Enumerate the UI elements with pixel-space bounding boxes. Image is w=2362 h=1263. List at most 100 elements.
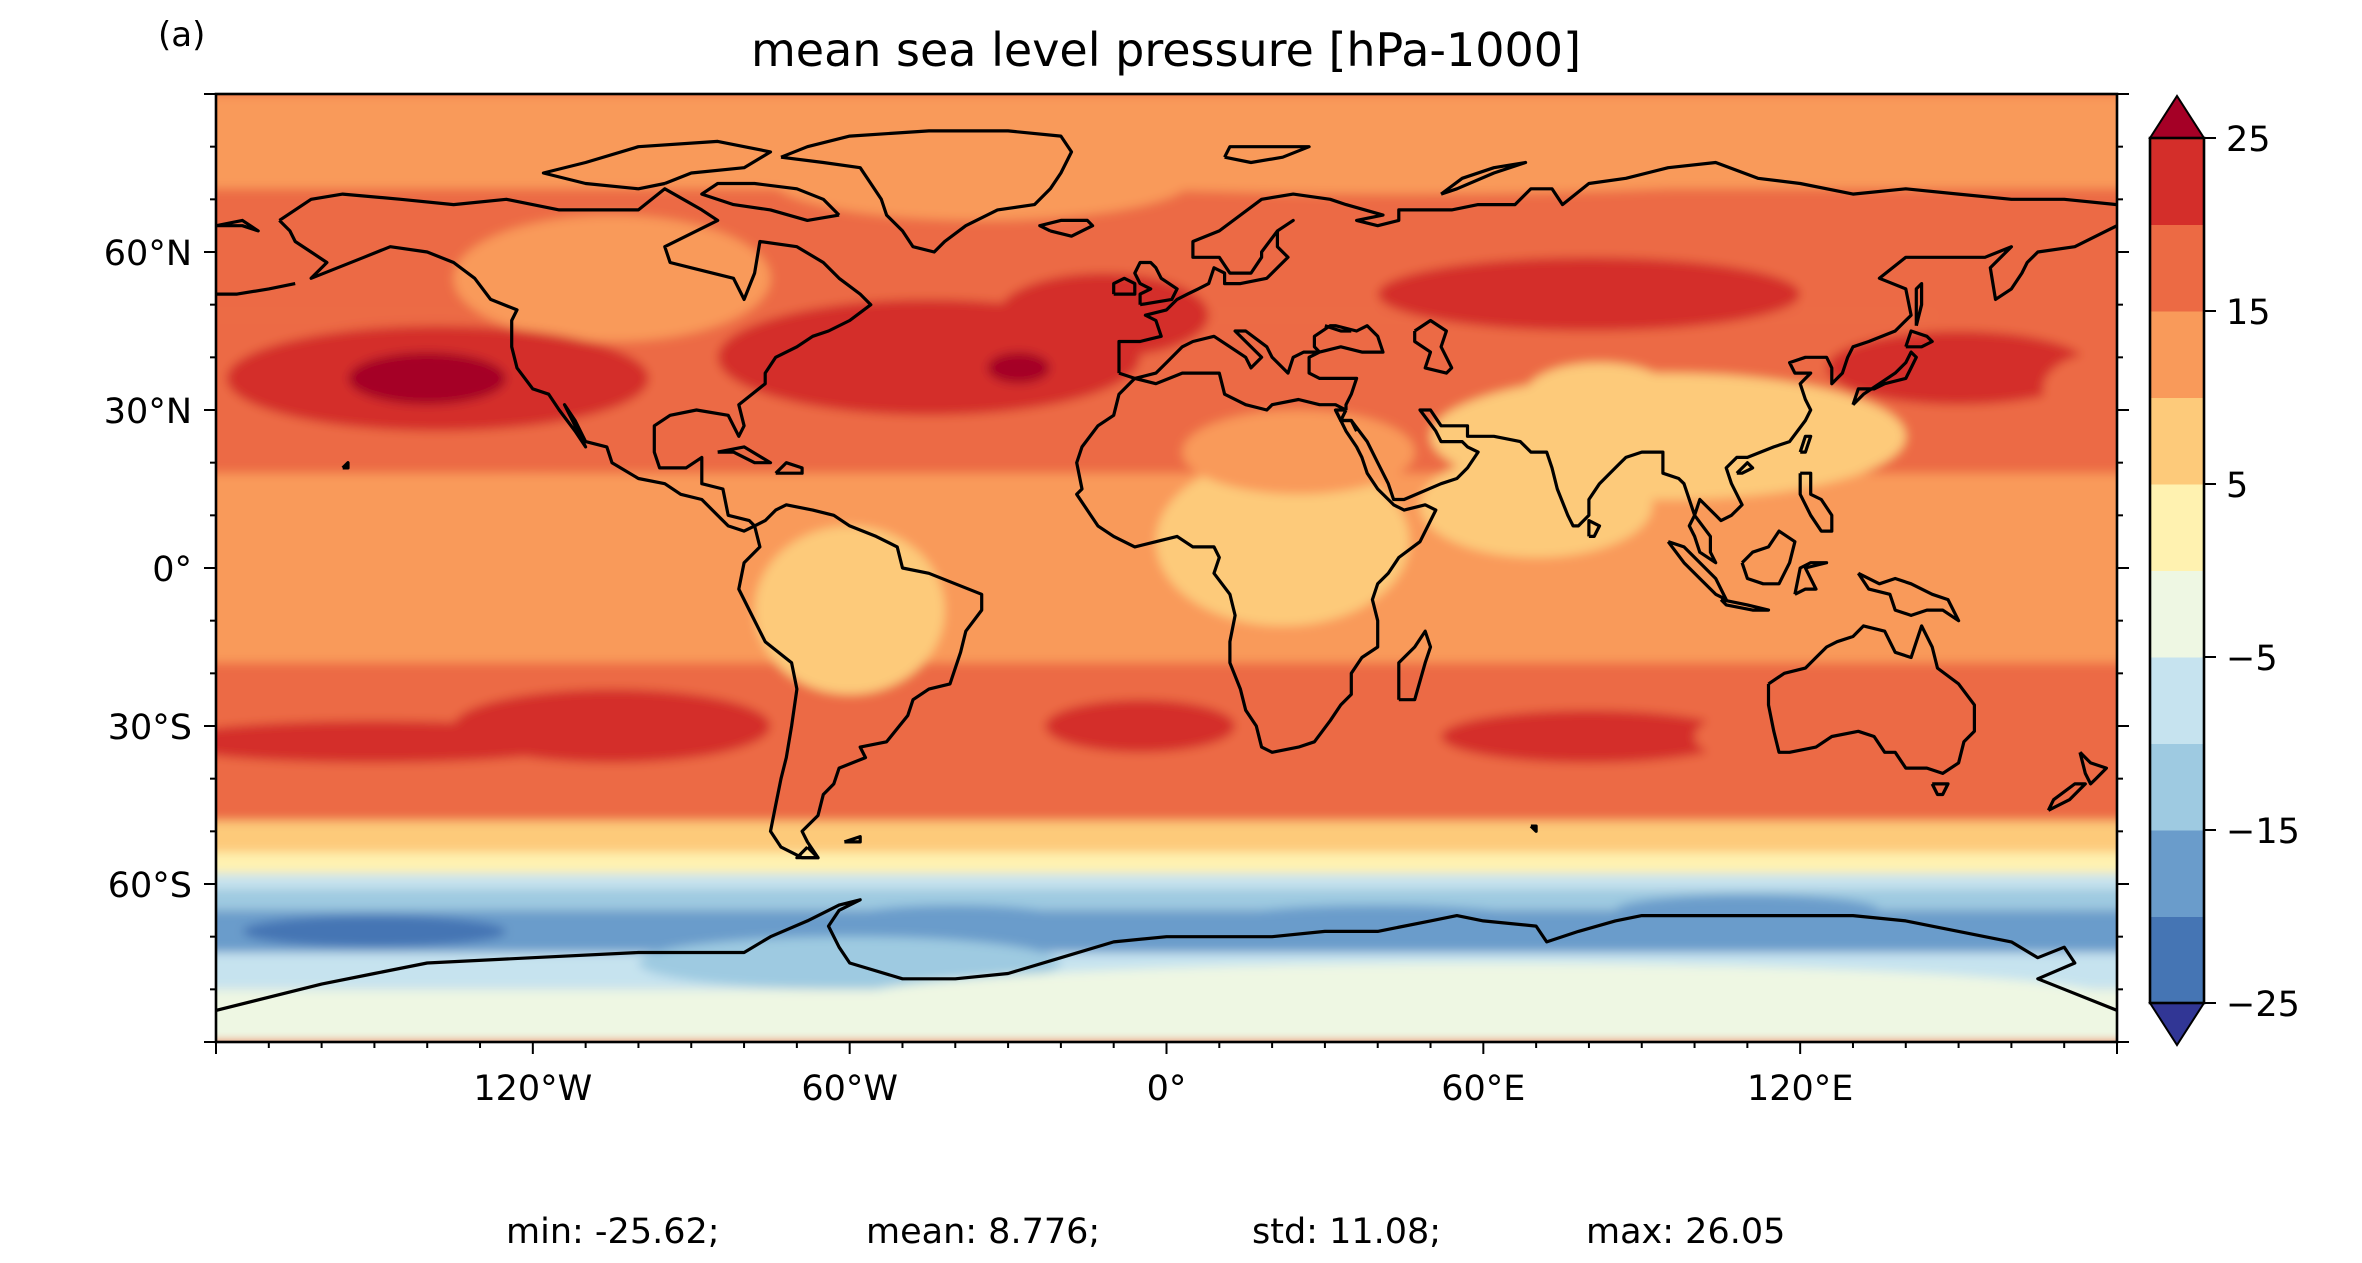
lat-tick-label: 60°S xyxy=(108,866,192,906)
novaya-zemlya-coastline xyxy=(1440,160,1528,196)
japan-coastline xyxy=(1851,350,1918,406)
lon-tick-label: 0° xyxy=(1147,1069,1187,1109)
field-cell xyxy=(1525,362,1674,426)
field-cell xyxy=(348,352,507,405)
colorbar-tick-label: 5 xyxy=(2226,466,2248,506)
hawaii-coastline xyxy=(341,461,350,470)
caspian-sea-coastline xyxy=(1413,318,1454,375)
field-cell xyxy=(242,915,507,948)
field-cell xyxy=(453,689,771,763)
statistics-line: min: -25.62; mean: 8.776; std: 11.08; ma… xyxy=(506,1212,1785,1252)
madagascar-coastline xyxy=(1397,629,1433,702)
ireland-coastline xyxy=(1112,276,1137,296)
stat-mean: mean: 8.776; xyxy=(866,1212,1100,1252)
borneo-coastline xyxy=(1740,529,1797,586)
colorbar-box xyxy=(2150,830,2204,917)
asia-pacific-coastline xyxy=(1339,224,2117,565)
colorbar-tick-label: −15 xyxy=(2226,812,2300,852)
field-cell xyxy=(1615,894,1880,927)
lat-tick-label: 0° xyxy=(152,550,192,590)
field-cell xyxy=(1985,910,2117,942)
field-cell xyxy=(860,489,1156,584)
baffin-island-coastline xyxy=(700,181,841,222)
field-band xyxy=(216,820,2117,853)
taiwan-coastline xyxy=(1798,434,1813,454)
field-cell xyxy=(1694,704,1906,769)
colorbar-tick-label: 25 xyxy=(2226,120,2271,160)
panel-label: (a) xyxy=(158,15,205,55)
antarctica-coastline xyxy=(216,898,2117,1012)
field-band xyxy=(216,852,2117,874)
map-area xyxy=(216,94,2117,1042)
colorbar-box xyxy=(2150,397,2204,485)
field-cell xyxy=(754,525,945,695)
africa-coastline xyxy=(1075,371,1438,754)
hainan-coastline xyxy=(1735,461,1755,475)
lon-tick-label: 120°E xyxy=(1747,1069,1853,1109)
lon-tick-label: 60°W xyxy=(801,1069,898,1109)
colorbar-box xyxy=(2150,138,2204,225)
iceland-coastline xyxy=(1038,218,1095,238)
field-cell xyxy=(997,273,1209,358)
field-cell xyxy=(1182,410,1415,495)
field-cell xyxy=(1045,699,1236,753)
sri-lanka-coastline xyxy=(1587,518,1602,539)
field-cell xyxy=(823,905,1088,948)
black-sea-inner-coastline xyxy=(1324,324,1352,333)
field-cell xyxy=(1932,252,2117,358)
field-cell xyxy=(1536,199,1959,274)
eurasia-africa-coastline xyxy=(1117,160,2117,374)
lat-tick-label: 30°N xyxy=(104,392,192,432)
colorbar-box xyxy=(2150,311,2204,398)
new-zealand-north-coastline xyxy=(2078,751,2108,786)
map-axes: 60°N 30°N 0° 30°S 60°S 120°W 60°W 0° 60°E 120°E xyxy=(104,93,2129,1109)
field-cell xyxy=(1155,457,1410,626)
stat-std: std: 11.08; xyxy=(1252,1212,1441,1252)
colorbar-box xyxy=(2150,484,2204,571)
chart-title: mean sea level pressure [hPa-1000] xyxy=(751,23,1581,77)
colorbar-ticks: 25 15 5 −5 −15 −25 xyxy=(2204,120,2300,1025)
hokkaido-coastline xyxy=(1904,329,1934,349)
coastlines xyxy=(216,129,2117,1012)
sumatra-coastline xyxy=(1666,540,1728,602)
kerguelen-coastline xyxy=(1529,824,1538,833)
aleutian-coastline xyxy=(216,282,296,296)
colorbar-extend-min xyxy=(2148,1002,2206,1047)
field-cell xyxy=(986,352,1051,384)
europe-med-coastline xyxy=(1118,324,1385,410)
colorbar-frame xyxy=(2148,136,2206,1005)
colorbar-tick-label: −5 xyxy=(2226,639,2278,679)
stat-min: min: -25.62; xyxy=(506,1212,720,1252)
field-cell xyxy=(902,120,1906,195)
lon-tick-label: 60°E xyxy=(1441,1069,1525,1109)
lon-tick-label: 120°W xyxy=(473,1069,592,1109)
new-guinea-coastline xyxy=(1856,571,1961,623)
tierra-del-fuego-coastline xyxy=(795,845,820,860)
field-cell xyxy=(2043,352,2117,426)
greenland-coastline xyxy=(780,129,1074,254)
field-band xyxy=(216,873,2117,890)
field-cell xyxy=(1826,331,2091,405)
field-cell xyxy=(1441,710,1737,763)
cuba-coastline xyxy=(717,445,773,465)
new-zealand-south-coastline xyxy=(2046,782,2087,812)
colorbar-box xyxy=(2150,657,2204,744)
red-sea-coastline xyxy=(1334,409,1359,432)
australia-coastline xyxy=(1766,624,1977,776)
tasmania-coastline xyxy=(1930,782,1950,797)
kamchatka-tip-coastline xyxy=(216,218,260,233)
stat-max: max: 26.05 xyxy=(1586,1212,1785,1252)
colorbar-box xyxy=(2150,224,2204,312)
north-america-coastline xyxy=(278,187,873,533)
colorbar-boxes xyxy=(2150,138,2204,1004)
pressure-field xyxy=(216,94,2117,1042)
sulawesi-coastline xyxy=(1793,561,1829,596)
colorbar-tick-label: −25 xyxy=(2226,985,2300,1025)
sakhalin-coastline xyxy=(1914,282,1924,327)
svalbard-coastline xyxy=(1223,145,1311,165)
colorbar-box xyxy=(2150,743,2204,831)
java-coastline xyxy=(1719,598,1771,612)
colorbar: 25 15 5 −5 −15 −25 xyxy=(2148,94,2300,1047)
philippines-coastline xyxy=(1798,471,1834,533)
